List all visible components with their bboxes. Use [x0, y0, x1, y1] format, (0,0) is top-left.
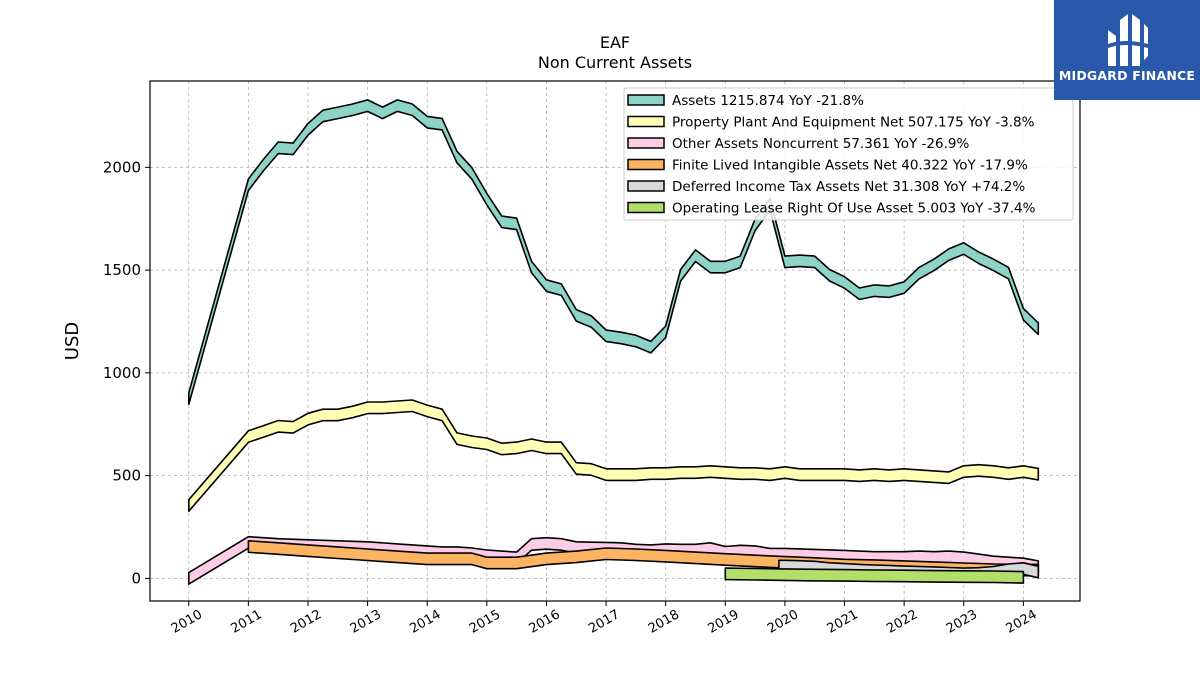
series-band-2 — [188, 399, 1040, 512]
legend-label-6: Operating Lease Right Of Use Asset 5.003… — [672, 201, 1036, 217]
legend-label-5: Deferred Income Tax Assets Net 31.308 Yo… — [672, 179, 1025, 195]
brand-logo: MIDGARD FINANCE — [1054, 0, 1200, 100]
legend-swatch-4 — [627, 158, 665, 171]
legend-box — [623, 87, 1074, 221]
y-tick-label: 1500 — [103, 261, 141, 279]
legend-label-2: Property Plant And Equipment Net 507.175… — [672, 115, 1035, 131]
series-band-1 — [188, 99, 1040, 406]
chart-title: EAF — [600, 33, 630, 52]
chart-subtitle: Non Current Assets — [538, 53, 692, 72]
y-axis-label: USD — [62, 322, 83, 360]
brand-name: MIDGARD FINANCE — [1058, 68, 1196, 83]
y-tick-label: 2000 — [103, 158, 141, 176]
plot-frame — [149, 80, 1081, 602]
legend-label-1: Assets 1215.874 YoY -21.8% — [672, 93, 864, 109]
y-axis: 0 500 1000 1500 2000 — [103, 158, 150, 587]
series-band-6 — [724, 567, 1025, 584]
legend-swatch-1 — [627, 94, 665, 106]
legend: Assets 1215.874 YoY -21.8% Property Plant… — [623, 87, 1074, 221]
y-tick-label: 500 — [112, 467, 141, 485]
legend-swatch-3 — [627, 137, 665, 149]
legend-label-4: Finite Lived Intangible Assets Net 40.32… — [672, 158, 1028, 174]
legend-swatch-2 — [627, 115, 665, 128]
y-tick-label: 1000 — [103, 364, 141, 382]
legend-swatch-5 — [627, 180, 665, 192]
plot-area — [188, 99, 1040, 585]
legend-swatch-6 — [627, 201, 665, 214]
y-tick-label: 0 — [131, 569, 141, 587]
legend-label-3: Other Assets Noncurrent 57.361 YoY -26.9… — [672, 136, 969, 152]
midgard-logo-icon — [1108, 14, 1148, 66]
